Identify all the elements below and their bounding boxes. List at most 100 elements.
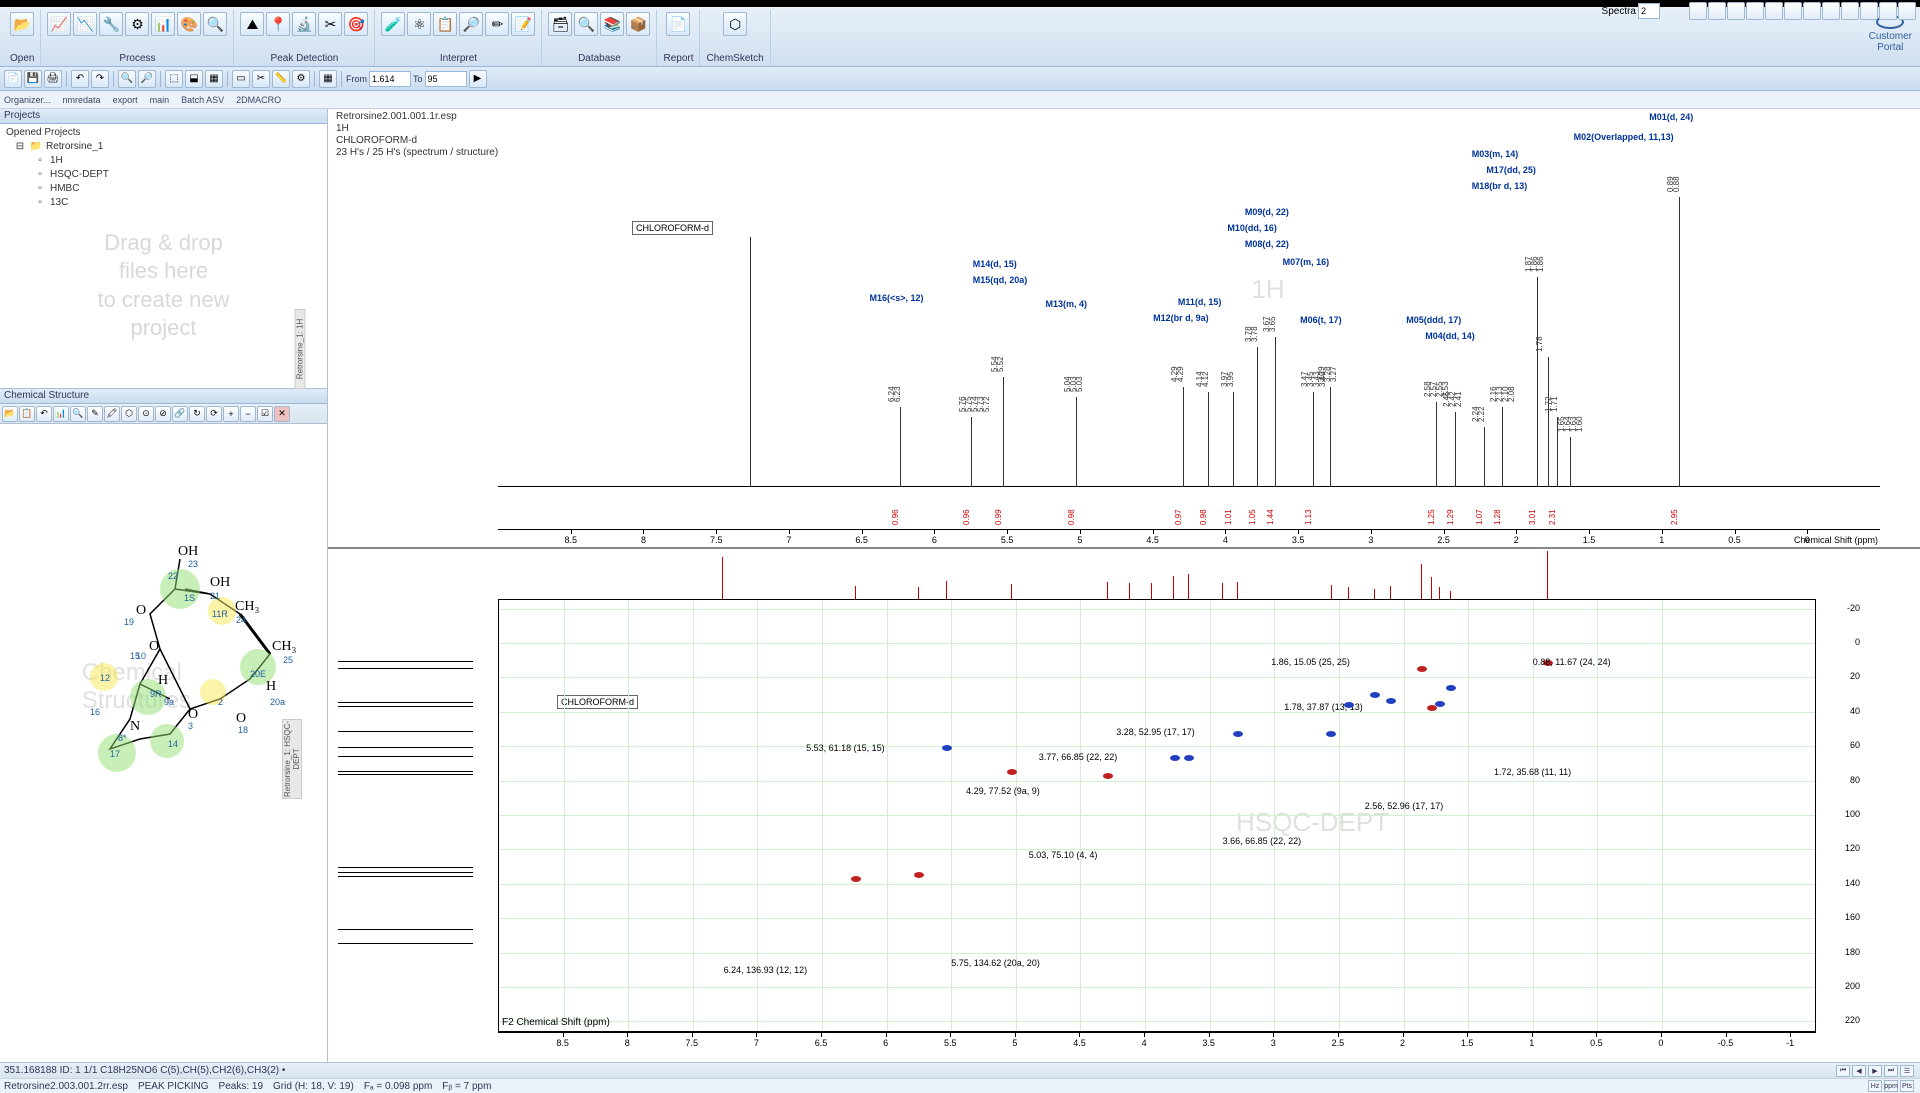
structure-canvas[interactable]: Chemical Structures OH23OH21CH₃24O19CH₃2… (0, 424, 327, 1024)
sb-prev-icon[interactable]: ◀ (1852, 1065, 1866, 1077)
multiplet-label[interactable]: M07(m, 16) (1283, 257, 1330, 267)
st-open-icon[interactable]: 📂 (2, 406, 18, 422)
layout-11-icon[interactable] (1879, 2, 1897, 20)
ribbon-process-icon[interactable]: 📉 (73, 12, 97, 36)
ribbon-peak detection-icon[interactable]: ⛰ (240, 12, 264, 36)
ribbon-interpret-icon[interactable]: 🧪 (381, 12, 405, 36)
st-chart-icon[interactable]: 📊 (53, 406, 69, 422)
st-cancel-icon[interactable]: ⊘ (155, 406, 171, 422)
undo-icon[interactable]: ↶ (71, 70, 89, 88)
ribbon-report-icon[interactable]: 📄 (666, 12, 690, 36)
ribbon-interpret-icon[interactable]: ⚛ (407, 12, 431, 36)
st-zoom-icon[interactable]: 🔍 (70, 406, 86, 422)
crosspeak[interactable] (851, 876, 861, 882)
crosspeak[interactable] (914, 872, 924, 878)
ribbon-interpret-icon[interactable]: ✏ (485, 12, 509, 36)
st-refresh-icon[interactable]: ↻ (189, 406, 205, 422)
print-icon[interactable]: 🖨 (44, 70, 62, 88)
layout-12-icon[interactable] (1898, 2, 1916, 20)
ribbon-process-icon[interactable]: 📈 (47, 12, 71, 36)
multiplet-label[interactable]: M09(d, 22) (1245, 207, 1289, 217)
spec2d-tab[interactable]: Retrorsine_1: HSQC-DEPT (282, 719, 302, 799)
save-icon[interactable]: 💾 (24, 70, 42, 88)
sb-unit-pts[interactable]: Pts (1900, 1080, 1914, 1092)
st-remove-icon[interactable]: − (240, 406, 256, 422)
sb-first-icon[interactable]: ⏮ (1836, 1065, 1850, 1077)
macro-organizer[interactable]: Organizer... (4, 95, 51, 105)
layout-5-icon[interactable] (1765, 2, 1783, 20)
layout-7-icon[interactable] (1803, 2, 1821, 20)
multiplet-label[interactable]: M18(br d, 13) (1472, 181, 1528, 191)
multiplet-label[interactable]: M03(m, 14) (1472, 149, 1519, 159)
spectrum-hsqc[interactable]: Retrorsine_1: HSQC-DEPT CHLOROFORM-d HSQ… (328, 549, 1920, 1062)
multiplet-label[interactable]: M08(d, 22) (1245, 239, 1289, 249)
from-input[interactable] (369, 71, 411, 87)
crosspeak[interactable] (1170, 755, 1180, 761)
st-add-icon[interactable]: + (223, 406, 239, 422)
ribbon-peak detection-icon[interactable]: 📍 (266, 12, 290, 36)
multiplet-label[interactable]: M12(br d, 9a) (1153, 313, 1209, 323)
tool-c-icon[interactable]: ▦ (205, 70, 223, 88)
multiplet-label[interactable]: M02(Overlapped, 11,13) (1574, 132, 1674, 142)
ribbon-process-icon[interactable]: ⚙ (125, 12, 149, 36)
crosspeak[interactable] (1417, 666, 1427, 672)
ribbon-process-icon[interactable]: 🎨 (177, 12, 201, 36)
crosspeak[interactable] (1326, 731, 1336, 737)
ribbon-database-icon[interactable]: 📦 (626, 12, 650, 36)
layout-3-icon[interactable] (1727, 2, 1745, 20)
st-copy-icon[interactable]: 📋 (19, 406, 35, 422)
multiplet-label[interactable]: M17(dd, 25) (1486, 165, 1536, 175)
spectra-count[interactable]: Spectra (1602, 3, 1660, 19)
sb-unit-hz[interactable]: Hz (1868, 1080, 1882, 1092)
sb-unit-ppm[interactable]: ppm (1884, 1080, 1898, 1092)
ribbon-peak detection-icon[interactable]: 🎯 (344, 12, 368, 36)
spec1d-tab[interactable]: Retrorsine_1: 1H (295, 309, 306, 389)
ribbon-process-icon[interactable]: 📊 (151, 12, 175, 36)
crosspeak[interactable] (1435, 701, 1445, 707)
plot-2d[interactable]: CHLOROFORM-d HSQC-DEPT 0.88, 11.67 (24, … (498, 599, 1816, 1032)
to-input[interactable] (425, 71, 467, 87)
crosspeak[interactable] (1446, 685, 1456, 691)
ribbon-interpret-icon[interactable]: 📝 (511, 12, 535, 36)
multiplet-label[interactable]: M06(t, 17) (1300, 315, 1342, 325)
st-undo-icon[interactable]: ↶ (36, 406, 52, 422)
st-check-icon[interactable]: ☑ (257, 406, 273, 422)
tree-item-1h[interactable]: ▫1H (4, 153, 323, 167)
crosspeak[interactable] (1103, 773, 1113, 779)
macro-main[interactable]: main (150, 95, 170, 105)
crosspeak[interactable] (1233, 731, 1243, 737)
zoom-in-icon[interactable]: 🔍 (118, 70, 136, 88)
ribbon-process-icon[interactable]: 🔧 (99, 12, 123, 36)
st-highlight-icon[interactable]: 🖍 (104, 406, 120, 422)
layout-8-icon[interactable] (1822, 2, 1840, 20)
multiplet-label[interactable]: M05(ddd, 17) (1406, 315, 1461, 325)
ribbon-open-icon[interactable]: 📂 (10, 12, 34, 36)
multiplet-label[interactable]: M11(d, 15) (1178, 297, 1222, 307)
redo-icon[interactable]: ↷ (91, 70, 109, 88)
new-icon[interactable]: 📄 (4, 70, 22, 88)
st-target-icon[interactable]: ⊙ (138, 406, 154, 422)
ribbon-database-icon[interactable]: 📚 (600, 12, 624, 36)
multiplet-label[interactable]: M15(qd, 20a) (973, 275, 1028, 285)
collapse-icon[interactable]: ⊟ (14, 140, 26, 152)
zoom-out-icon[interactable]: 🔎 (138, 70, 156, 88)
multiplet-label[interactable]: M04(dd, 14) (1425, 331, 1475, 341)
ribbon-process-icon[interactable]: 🔍 (203, 12, 227, 36)
macro-export[interactable]: export (113, 95, 138, 105)
tree-item-13c[interactable]: ▫13C (4, 195, 323, 209)
spectrum-1h[interactable]: Retrorsine2.001.001.1r.esp1HCHLOROFORM-d… (328, 109, 1920, 549)
crosspeak[interactable] (1386, 698, 1396, 704)
layout-6-icon[interactable] (1784, 2, 1802, 20)
multiplet-label[interactable]: M16(<s>, 12) (870, 293, 924, 303)
region-icon[interactable]: ▭ (232, 70, 250, 88)
multiplet-label[interactable]: M01(d, 24) (1649, 112, 1693, 122)
multiplet-label[interactable]: M13(m, 4) (1046, 299, 1088, 309)
ribbon-database-icon[interactable]: 🔍 (574, 12, 598, 36)
options-icon[interactable]: ⚙ (292, 70, 310, 88)
ribbon-peak detection-icon[interactable]: 🔬 (292, 12, 316, 36)
tree-item-hmbc[interactable]: ▫HMBC (4, 181, 323, 195)
tree-item-hsqc-dept[interactable]: ▫HSQC-DEPT (4, 167, 323, 181)
st-ring-icon[interactable]: ⬡ (121, 406, 137, 422)
st-close-icon[interactable]: ✕ (274, 406, 290, 422)
crop-icon[interactable]: ✂ (252, 70, 270, 88)
